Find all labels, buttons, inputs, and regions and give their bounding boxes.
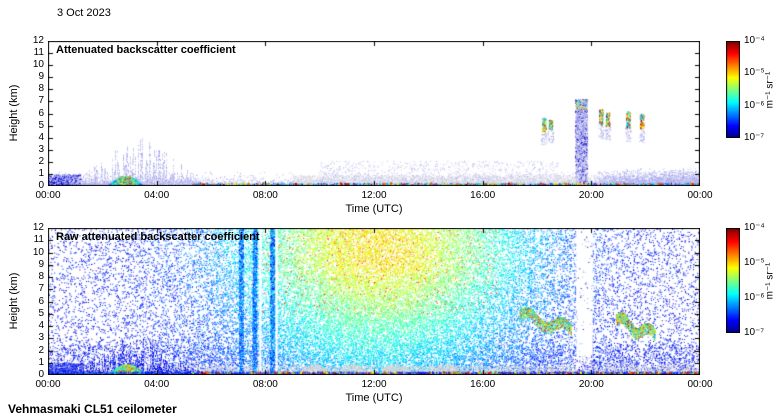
- y-tick-label: 1: [38, 167, 44, 179]
- x-tick-label: 16:00: [470, 190, 496, 201]
- colorbar-tick-label: 10⁻⁵: [744, 257, 765, 268]
- x-tick-label: 08:00: [252, 379, 278, 390]
- x-tick-label: 00:00: [35, 379, 61, 390]
- y-tick-label: 4: [38, 320, 44, 331]
- colorbar-bottom: [726, 228, 740, 338]
- colorbar-unit-label: m⁻¹ sr⁻¹: [764, 262, 776, 299]
- panel-raw-backscatter: Raw attenuated backscatter coefficient: [48, 228, 700, 375]
- y-tick-label: 10: [32, 246, 44, 258]
- y-tick-label: 1: [38, 356, 44, 368]
- date-label: 3 Oct 2023: [57, 7, 111, 19]
- y-tick-label: 4: [38, 131, 44, 143]
- y-tick-label: 3: [38, 143, 44, 155]
- x-tick-label: 04:00: [144, 379, 170, 390]
- colorbar-gradient-bottom: [726, 228, 740, 333]
- y-tick-label: 12: [32, 222, 44, 233]
- x-tick-label: 12:00: [361, 190, 387, 201]
- colorbar-gradient-top: [726, 41, 740, 138]
- raw-backscatter-heatmap: [48, 228, 700, 375]
- panel-attenuated-backscatter: Attenuated backscatter coefficient: [48, 41, 700, 186]
- y-tick-label: 5: [38, 307, 44, 319]
- y-tick-label: 9: [38, 71, 44, 83]
- colorbar-top: [726, 41, 740, 143]
- y-tick-label: 11: [33, 234, 44, 246]
- x-axis-label-top: Time (UTC): [345, 203, 403, 215]
- panel-title-attenuated: Attenuated backscatter coefficient: [56, 44, 236, 56]
- footer-label: Vehmasmaki CL51 ceilometer: [8, 402, 177, 416]
- x-axis-label-bottom: Time (UTC): [345, 392, 403, 404]
- y-tick-label: 5: [38, 119, 44, 131]
- y-tick-label: 11: [33, 47, 44, 59]
- y-tick-label: 9: [38, 258, 44, 270]
- y-tick-label: 2: [38, 344, 44, 356]
- attenuated-backscatter-heatmap: [48, 41, 700, 186]
- x-tick-label: 12:00: [361, 379, 387, 390]
- colorbar-tick-label: 10⁻⁷: [744, 327, 765, 338]
- y-tick-label: 8: [38, 271, 44, 282]
- colorbar-unit-label: m⁻¹ sr⁻¹: [764, 71, 776, 108]
- y-tick-label: 7: [38, 283, 44, 295]
- x-tick-label: 00:00: [687, 190, 713, 201]
- x-tick-label: 00:00: [35, 190, 61, 201]
- y-tick-label: 3: [38, 332, 44, 344]
- colorbar-tick-label: 10⁻⁶: [744, 99, 765, 111]
- colorbar-tick-label: 10⁻⁴: [744, 35, 765, 46]
- x-tick-label: 20:00: [578, 190, 604, 201]
- y-tick-label: 12: [32, 35, 44, 46]
- panel-title-raw: Raw attenuated backscatter coefficient: [56, 231, 260, 243]
- y-tick-label: 7: [38, 95, 44, 107]
- y-tick-label: 2: [38, 155, 44, 167]
- colorbar-tick-label: 10⁻⁷: [744, 132, 765, 143]
- x-tick-label: 00:00: [687, 379, 713, 390]
- x-tick-label: 04:00: [144, 190, 170, 201]
- colorbar-tick-label: 10⁻⁶: [744, 292, 765, 303]
- colorbar-tick-label: 10⁻⁵: [744, 67, 765, 79]
- y-tick-label: 6: [38, 107, 44, 119]
- x-tick-label: 16:00: [470, 379, 496, 390]
- colorbar-tick-label: 10⁻⁴: [744, 222, 765, 233]
- y-tick-label: 6: [38, 295, 44, 307]
- x-tick-label: 20:00: [578, 379, 604, 390]
- y-tick-label: 8: [38, 83, 44, 95]
- y-tick-label: 0: [38, 369, 44, 380]
- y-tick-label: 0: [38, 180, 44, 191]
- x-tick-label: 08:00: [252, 190, 278, 201]
- y-tick-label: 10: [32, 59, 44, 71]
